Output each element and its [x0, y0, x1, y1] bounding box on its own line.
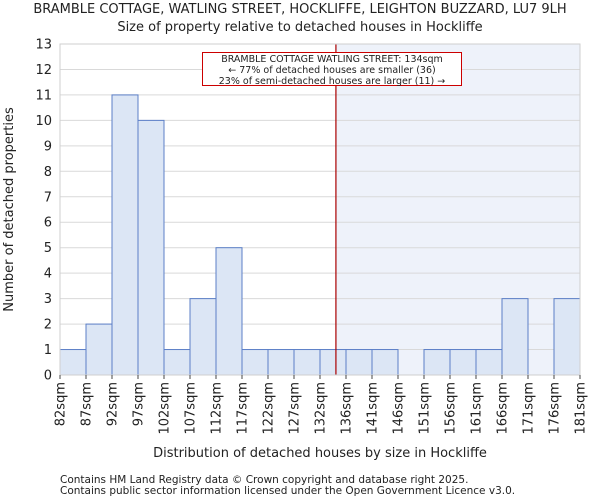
- bar: [449, 349, 477, 376]
- y-tick-label: 2: [44, 318, 52, 333]
- y-tick-label: 3: [44, 292, 52, 307]
- bar: [59, 349, 87, 376]
- y-tick-label: 11: [35, 88, 52, 103]
- bar: [189, 298, 217, 376]
- y-tick-label: 12: [35, 63, 52, 78]
- x-tick-label: 136sqm: [340, 382, 355, 435]
- property-annotation-box: BRAMBLE COTTAGE WATLING STREET: 134sqm ←…: [202, 52, 462, 87]
- bar: [163, 349, 191, 376]
- y-tick-label: 5: [44, 241, 52, 256]
- bar: [501, 298, 529, 376]
- y-tick-label: 4: [44, 267, 52, 282]
- y-tick-label: 7: [44, 190, 52, 205]
- x-tick-label: 97sqm: [132, 382, 147, 426]
- bar: [137, 119, 165, 376]
- footer-licence: Contains public sector information licen…: [60, 485, 516, 497]
- bar: [553, 298, 581, 376]
- x-tick-label: 161sqm: [470, 382, 485, 435]
- y-tick-label: 13: [35, 38, 52, 53]
- x-tick-label: 156sqm: [444, 382, 459, 435]
- bar: [111, 94, 139, 376]
- x-tick-label: 166sqm: [496, 382, 511, 435]
- bar: [475, 349, 503, 376]
- x-tick-label: 117sqm: [236, 382, 251, 435]
- y-tick-label: 6: [44, 216, 52, 231]
- y-tick-label: 1: [44, 343, 52, 358]
- chart-title-line1: BRAMBLE COTTAGE, WATLING STREET, HOCKLIF…: [33, 2, 567, 17]
- x-tick-label: 127sqm: [288, 382, 303, 435]
- annotation-line-2: ← 77% of detached houses are smaller (36…: [228, 65, 436, 76]
- x-axis-title: Distribution of detached houses by size …: [153, 446, 487, 461]
- bar: [293, 349, 321, 376]
- y-tick-label: 8: [44, 165, 52, 180]
- bar: [423, 349, 451, 376]
- bar: [267, 349, 295, 376]
- chart-subtitle: Size of property relative to detached ho…: [117, 20, 483, 35]
- x-tick-label: 122sqm: [262, 382, 277, 435]
- highlight-region: [335, 44, 580, 375]
- bar: [371, 349, 399, 376]
- y-tick-label: 10: [35, 114, 52, 129]
- x-tick-label: 151sqm: [418, 382, 433, 435]
- x-tick-label: 181sqm: [574, 382, 589, 435]
- annotation-line-1: BRAMBLE COTTAGE WATLING STREET: 134sqm: [221, 54, 443, 65]
- x-tick-label: 92sqm: [106, 382, 121, 426]
- bar: [241, 349, 269, 376]
- y-axis-title: Number of detached properties: [2, 107, 17, 312]
- x-tick-label: 87sqm: [80, 382, 95, 426]
- footer-copyright: Contains HM Land Registry data © Crown c…: [60, 474, 469, 486]
- x-tick-label: 132sqm: [314, 382, 329, 435]
- bar: [215, 247, 243, 376]
- annotation-line-3: 23% of semi-detached houses are larger (…: [218, 76, 446, 87]
- x-tick-label: 82sqm: [54, 382, 69, 426]
- x-tick-label: 107sqm: [184, 382, 199, 435]
- y-tick-label: 0: [44, 369, 52, 384]
- y-tick-label: 9: [44, 139, 52, 154]
- x-tick-label: 141sqm: [366, 382, 381, 435]
- bar: [85, 323, 113, 376]
- bar: [345, 349, 373, 376]
- x-tick-label: 146sqm: [392, 382, 407, 435]
- x-tick-label: 102sqm: [158, 382, 173, 435]
- x-tick-label: 112sqm: [210, 382, 225, 435]
- x-tick-label: 171sqm: [522, 382, 537, 435]
- bar: [319, 349, 347, 376]
- x-tick-label: 176sqm: [548, 382, 563, 435]
